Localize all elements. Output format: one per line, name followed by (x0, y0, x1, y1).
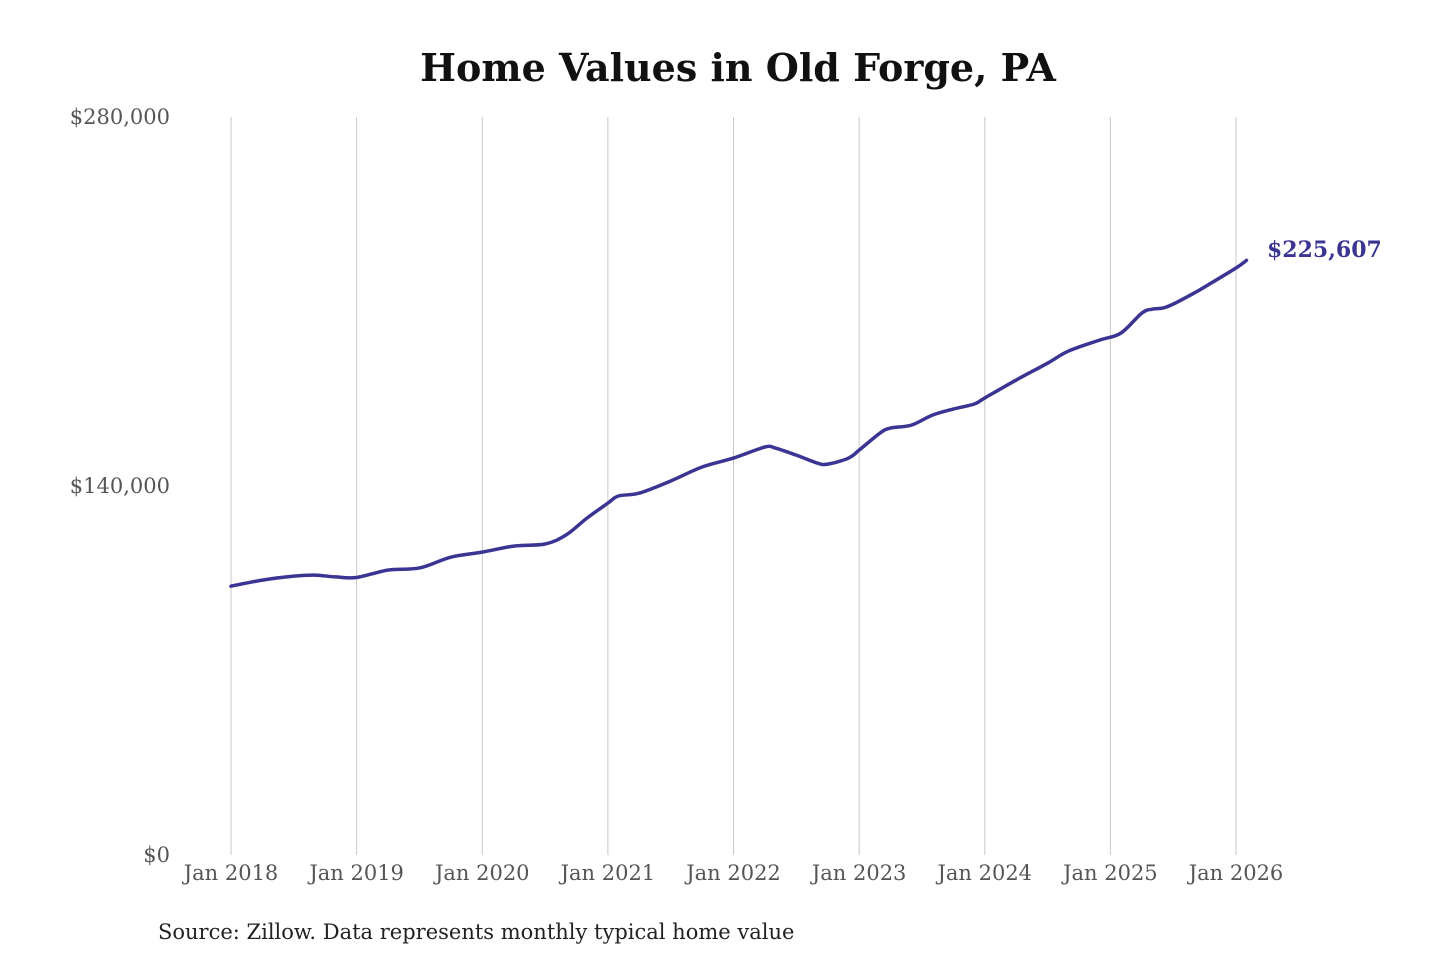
y-tick-label: $140,000 (70, 474, 170, 498)
x-tick-label: Jan 2021 (559, 861, 656, 885)
x-tick-label: Jan 2025 (1061, 861, 1158, 885)
gridlines (230, 117, 1237, 855)
source-note: Source: Zillow. Data represents monthly … (158, 920, 794, 944)
x-tick-label: Jan 2018 (182, 861, 279, 885)
series (229, 258, 1249, 588)
chart-title: Home Values in Old Forge, PA (420, 45, 1056, 90)
home-value-line (229, 258, 1249, 588)
end-value-label: $225,607 (1267, 237, 1382, 263)
y-tick-label: $0 (143, 843, 170, 867)
x-tick-label: Jan 2022 (684, 861, 781, 885)
x-tick-label: Jan 2023 (810, 861, 907, 885)
x-tick-label: Jan 2024 (935, 861, 1032, 885)
x-axis: Jan 2018 Jan 2019 Jan 2020 Jan 2021 Jan 2022… (182, 861, 1284, 885)
x-tick-label: Jan 2019 (307, 861, 404, 885)
x-tick-label: Jan 2026 (1187, 861, 1284, 885)
y-axis: $0 $140,000 $280,000 (70, 105, 170, 867)
x-tick-label: Jan 2020 (433, 861, 530, 885)
y-tick-label: $280,000 (70, 105, 170, 129)
